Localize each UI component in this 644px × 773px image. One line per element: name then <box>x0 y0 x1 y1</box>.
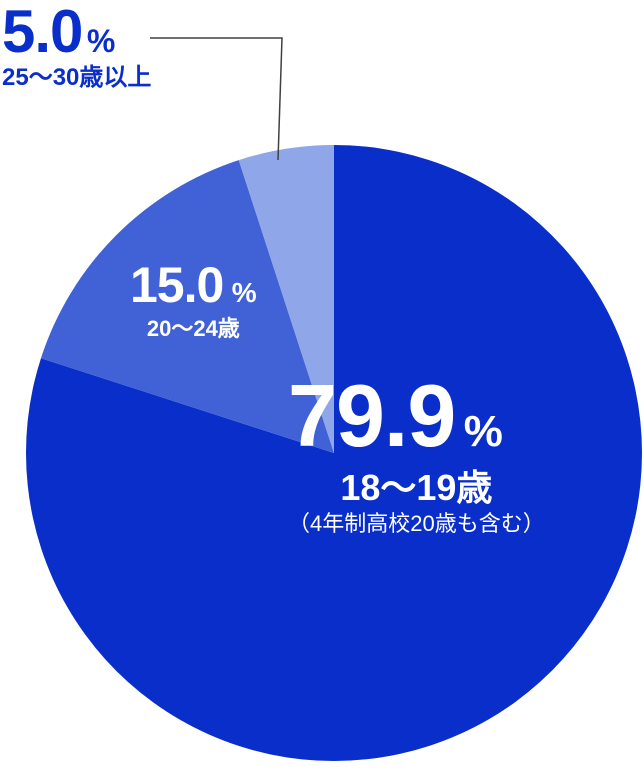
chart-stage: 79.9 % 18～19歳 （4年制高校20歳も含む） 15.0 % 20～24… <box>0 0 644 773</box>
slice-3-callout: 5.0 % 25～30歳以上 <box>2 2 151 93</box>
slice-3-unit: % <box>87 23 115 59</box>
slice-3-pct: 5.0 <box>2 0 82 65</box>
slice-3-line1: 25～30歳以上 <box>2 64 151 93</box>
slice-2-unit: % <box>232 277 257 309</box>
slice-2-label: 15.0 % 20～24歳 <box>130 260 257 342</box>
slice-1-line1: 18～19歳 <box>288 466 545 509</box>
slice-2-pct: 15.0 <box>130 260 223 310</box>
slice-2-line1: 20～24歳 <box>130 316 257 342</box>
slice-1-unit: % <box>464 407 503 457</box>
slice-1-line2: （4年制高校20歳も含む） <box>288 511 545 537</box>
slice-1-pct: 79.9 <box>288 372 455 460</box>
slice-1-label: 79.9 % 18～19歳 （4年制高校20歳も含む） <box>288 372 545 538</box>
